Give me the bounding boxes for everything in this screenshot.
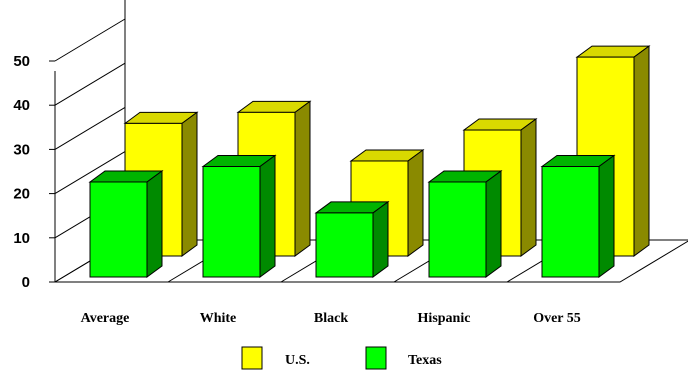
legend-swatch-us <box>241 346 263 370</box>
legend-label-texas: Texas <box>408 353 442 368</box>
x-axis-category-labels: Average White Black Hispanic Over 55 <box>81 311 581 326</box>
y-tick-label: 20 <box>13 186 30 203</box>
legend-swatch-texas <box>365 346 387 370</box>
y-tick-label: 50 <box>13 53 30 70</box>
y-gridline-diagonal <box>54 62 126 106</box>
category-label: Black <box>314 311 348 326</box>
y-gridline-diagonal <box>54 151 126 195</box>
texas-series <box>88 154 616 278</box>
category-label: Over 55 <box>533 311 581 326</box>
bar-texas <box>201 154 277 278</box>
y-gridline-diagonal <box>54 18 126 62</box>
legend-label-us: U.S. <box>285 353 310 368</box>
y-tick-label: 30 <box>13 141 30 158</box>
bar-texas <box>88 169 164 278</box>
bar-texas <box>540 154 616 278</box>
category-label: Average <box>81 311 130 326</box>
category-label: White <box>200 311 237 326</box>
bar-texas <box>314 200 390 278</box>
bar-texas <box>427 169 503 278</box>
y-gridline-diagonal <box>54 106 126 150</box>
y-axis-tick-labels: 0 10 20 30 40 50 <box>13 53 30 291</box>
y-tick-label: 0 <box>22 274 30 291</box>
legend: U.S. Texas <box>241 346 442 370</box>
y-tick-label: 40 <box>13 97 30 114</box>
category-label: Hispanic <box>418 311 471 326</box>
y-tick-label: 10 <box>13 230 30 247</box>
